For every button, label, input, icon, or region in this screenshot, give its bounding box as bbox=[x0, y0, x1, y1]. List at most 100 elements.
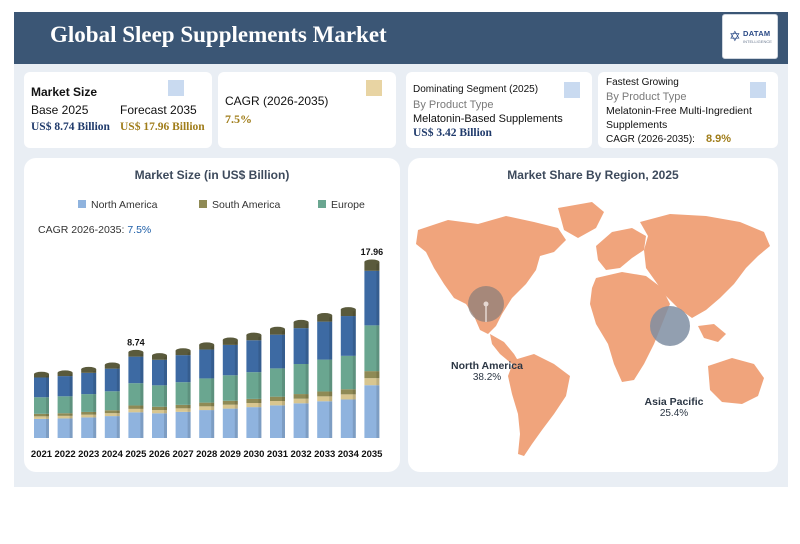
bar-tan-segment bbox=[317, 396, 333, 402]
bar-europe-segment bbox=[293, 363, 309, 395]
bar-shade bbox=[187, 411, 191, 438]
bar-shade bbox=[69, 376, 73, 397]
bar-tan-segment bbox=[81, 414, 97, 418]
bar-shade bbox=[352, 309, 356, 317]
fastest-segment-line2: Supplements bbox=[606, 119, 668, 131]
bar-shade bbox=[329, 321, 333, 360]
bar-shade bbox=[93, 369, 97, 373]
square-icon bbox=[366, 80, 382, 96]
region-label-north-america: North America 38.2% bbox=[432, 360, 542, 383]
africa-landmass bbox=[590, 272, 670, 382]
cagr-heading: CAGR (2026-2035) bbox=[225, 94, 329, 108]
dominating-by: By Product Type bbox=[413, 99, 494, 111]
bar-shade bbox=[211, 402, 215, 407]
x-tick-label: 2021 bbox=[31, 449, 53, 460]
bar-shade bbox=[46, 397, 49, 414]
bar-light-blue-segment bbox=[317, 401, 333, 438]
world-map bbox=[416, 202, 770, 456]
x-tick-label: 2031 bbox=[267, 449, 289, 460]
bar-tan-segment bbox=[364, 378, 380, 386]
bar-light-blue-segment bbox=[199, 410, 215, 438]
x-tick-label: 2024 bbox=[102, 449, 124, 460]
bar-south-america-segment bbox=[199, 402, 215, 407]
chart-cagr-note: CAGR 2026-2035: 7.5% bbox=[38, 224, 151, 236]
bar-north-america-segment bbox=[364, 270, 380, 326]
chart-cagr-label: CAGR 2026-2035: bbox=[38, 224, 125, 236]
market-size-heading: Market Size bbox=[31, 85, 98, 99]
bar-shade bbox=[140, 408, 144, 413]
bar-shade bbox=[258, 340, 262, 373]
bar-north-america-segment bbox=[340, 316, 356, 356]
market-size-card: Market Size Base 2025 Forecast 2035 US$ … bbox=[24, 72, 212, 148]
bar-top bbox=[128, 349, 144, 355]
bar-shade bbox=[164, 410, 167, 414]
bar-shade bbox=[282, 401, 285, 406]
central-america-landmass bbox=[490, 334, 520, 364]
bar-shade bbox=[93, 411, 97, 415]
bar-light-blue-segment bbox=[34, 418, 49, 438]
europe-landmass bbox=[596, 228, 646, 270]
bar-light-blue-segment bbox=[128, 412, 144, 438]
bar-shade bbox=[187, 355, 191, 383]
bar-light-blue-segment bbox=[57, 418, 73, 438]
fastest-cagr-value: 8.9% bbox=[706, 133, 732, 145]
bar-shade bbox=[376, 371, 380, 379]
bar-light-blue-segment bbox=[340, 399, 356, 438]
bar-shade bbox=[46, 413, 49, 417]
bar-shade bbox=[164, 413, 167, 438]
bar-shade bbox=[140, 405, 144, 409]
data-label: 8.74 bbox=[127, 337, 145, 347]
bar-tan-segment bbox=[246, 403, 262, 408]
north-america-pin-head bbox=[483, 301, 489, 307]
bar-shade bbox=[116, 368, 120, 392]
x-tick-label: 2029 bbox=[220, 449, 241, 460]
dominating-segment: Melatonin-Based Supplements bbox=[413, 113, 563, 125]
bar-europe-segment bbox=[152, 385, 167, 407]
bar-north-america-segment bbox=[293, 328, 309, 364]
asia-pacific-marker bbox=[650, 306, 690, 346]
bar-light-blue-segment bbox=[364, 385, 380, 438]
bar-south-america-segment bbox=[293, 394, 309, 399]
bar-top-cap-segment bbox=[246, 335, 262, 341]
bar-shade bbox=[329, 315, 333, 322]
bar-light-blue-segment bbox=[175, 411, 191, 438]
bar-shade bbox=[234, 375, 238, 401]
north-america-landmass bbox=[416, 216, 566, 334]
bar-shade bbox=[211, 410, 215, 438]
bar-shade bbox=[352, 355, 356, 390]
bar-shade bbox=[282, 334, 285, 369]
bar-north-america-segment bbox=[246, 340, 262, 373]
bar-tan-segment bbox=[199, 406, 215, 411]
bar-top bbox=[317, 313, 333, 319]
bar-shade bbox=[234, 340, 238, 345]
bar-light-blue-segment bbox=[246, 407, 262, 438]
bar-shade bbox=[46, 377, 49, 398]
bar-europe-segment bbox=[317, 359, 333, 392]
company-logo: ✡ DATAM INTELLIGENCE bbox=[722, 14, 778, 59]
bar-shade bbox=[69, 413, 73, 416]
bar-shade bbox=[329, 359, 333, 392]
bar-tan-segment bbox=[270, 401, 285, 406]
bar-shade bbox=[93, 394, 97, 412]
bar-shade bbox=[46, 416, 49, 419]
bar-tan-segment bbox=[57, 415, 73, 419]
legend-swatch bbox=[199, 200, 207, 208]
bar-top bbox=[246, 332, 262, 338]
bar-shade bbox=[305, 322, 309, 329]
region-name: Asia Pacific bbox=[644, 396, 704, 408]
bar-tan-segment bbox=[128, 408, 144, 413]
x-tick-label: 2032 bbox=[291, 449, 312, 460]
australia-landmass bbox=[708, 358, 764, 404]
bar-south-america-segment bbox=[317, 391, 333, 397]
bar-shade bbox=[282, 329, 285, 335]
bar-top bbox=[199, 342, 215, 348]
bar-shade bbox=[187, 404, 191, 409]
bar-shade bbox=[211, 378, 215, 403]
region-share-panel: Market Share By Region, 2025 N bbox=[408, 158, 778, 472]
bar-shade bbox=[187, 382, 191, 405]
legend-label: South America bbox=[212, 199, 281, 211]
bar-south-america-segment bbox=[246, 398, 262, 404]
bar-south-america-segment bbox=[364, 371, 380, 379]
bar-shade bbox=[282, 396, 285, 402]
bar-shade bbox=[329, 391, 333, 397]
